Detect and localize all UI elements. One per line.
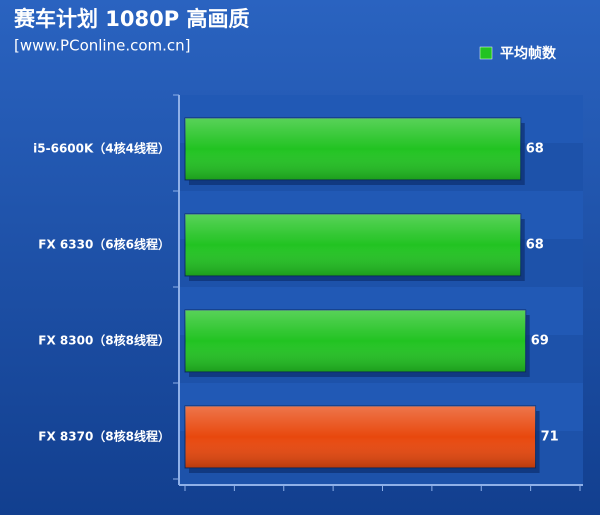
bar-shine xyxy=(185,406,536,468)
legend-label: 平均帧数 xyxy=(500,45,557,62)
value-label: 69 xyxy=(531,334,549,349)
chart-title: 赛车计划 1080P 高画质 xyxy=(13,7,249,31)
bar-shine xyxy=(185,118,521,180)
chart-subtitle: [www.PConline.com.cn] xyxy=(14,37,191,55)
legend-swatch xyxy=(479,46,493,60)
y-tick-label: i5-6600K（4核4线程） xyxy=(33,141,170,156)
value-label: 71 xyxy=(541,430,559,445)
y-tick-label: FX 8300（8核8线程） xyxy=(38,333,170,348)
y-tick-label: FX 6330（6核6线程） xyxy=(38,237,170,252)
bar-shine xyxy=(185,310,526,372)
value-label: 68 xyxy=(526,142,544,157)
value-label: 68 xyxy=(526,238,544,253)
y-tick-label: FX 8370（8核8线程） xyxy=(38,429,170,444)
bar-shine xyxy=(185,214,521,276)
